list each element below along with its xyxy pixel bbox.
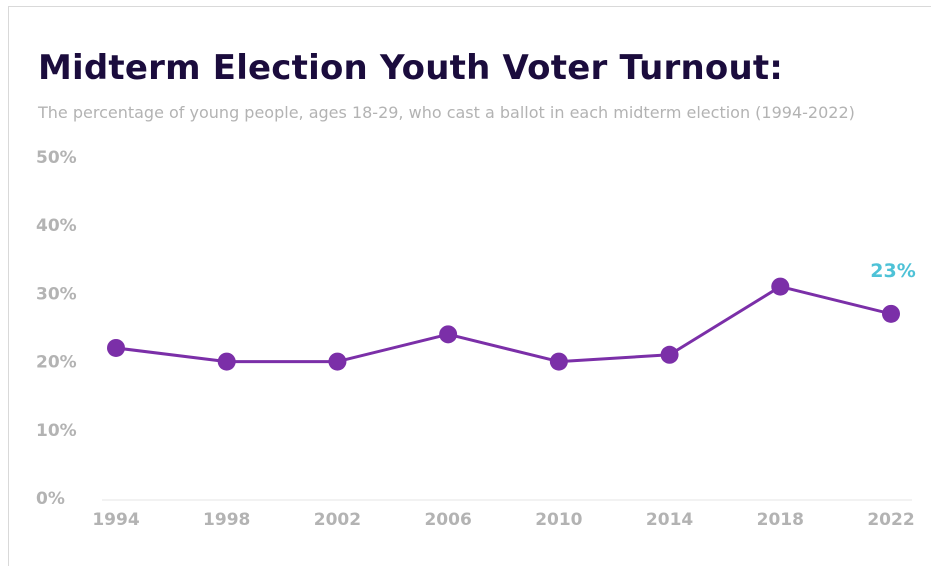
y-tick-label: 50%: [36, 148, 77, 168]
y-tick-label: 0%: [36, 489, 65, 509]
x-tick-label: 2010: [535, 510, 582, 530]
annotations: 23%: [870, 260, 915, 282]
x-tick-label: 2022: [867, 510, 914, 530]
data-point: [217, 352, 236, 371]
data-point: [771, 277, 790, 296]
x-axis: 1994 1998 2002 2006 2010 2014 2018 2022: [92, 510, 914, 530]
data-point: [549, 352, 568, 371]
y-tick-label: 40%: [36, 216, 77, 236]
x-tick-label: 2002: [314, 510, 361, 530]
chart-subtitle: The percentage of young people, ages 18-…: [38, 103, 855, 122]
x-tick-label: 2018: [757, 510, 804, 530]
data-points: [107, 277, 900, 371]
data-point: [882, 304, 900, 323]
data-point: [439, 325, 458, 344]
chart-frame: [8, 6, 931, 566]
x-tick-label: 2006: [424, 510, 471, 530]
x-tick-label: 1998: [203, 510, 250, 530]
y-tick-label: 30%: [36, 284, 77, 304]
chart-title: Midterm Election Youth Voter Turnout:: [38, 48, 784, 88]
data-point: [107, 338, 125, 357]
data-point: [660, 345, 679, 364]
y-tick-label: 20%: [36, 353, 77, 373]
y-tick-label: 10%: [36, 421, 77, 441]
data-point: [328, 352, 347, 371]
x-tick-label: 2014: [646, 510, 693, 530]
y-axis: 0% 10% 20% 30% 40% 50%: [36, 148, 77, 509]
data-label: 23%: [870, 260, 915, 282]
series-line: [115, 285, 892, 364]
x-tick-label: 1994: [92, 510, 139, 530]
